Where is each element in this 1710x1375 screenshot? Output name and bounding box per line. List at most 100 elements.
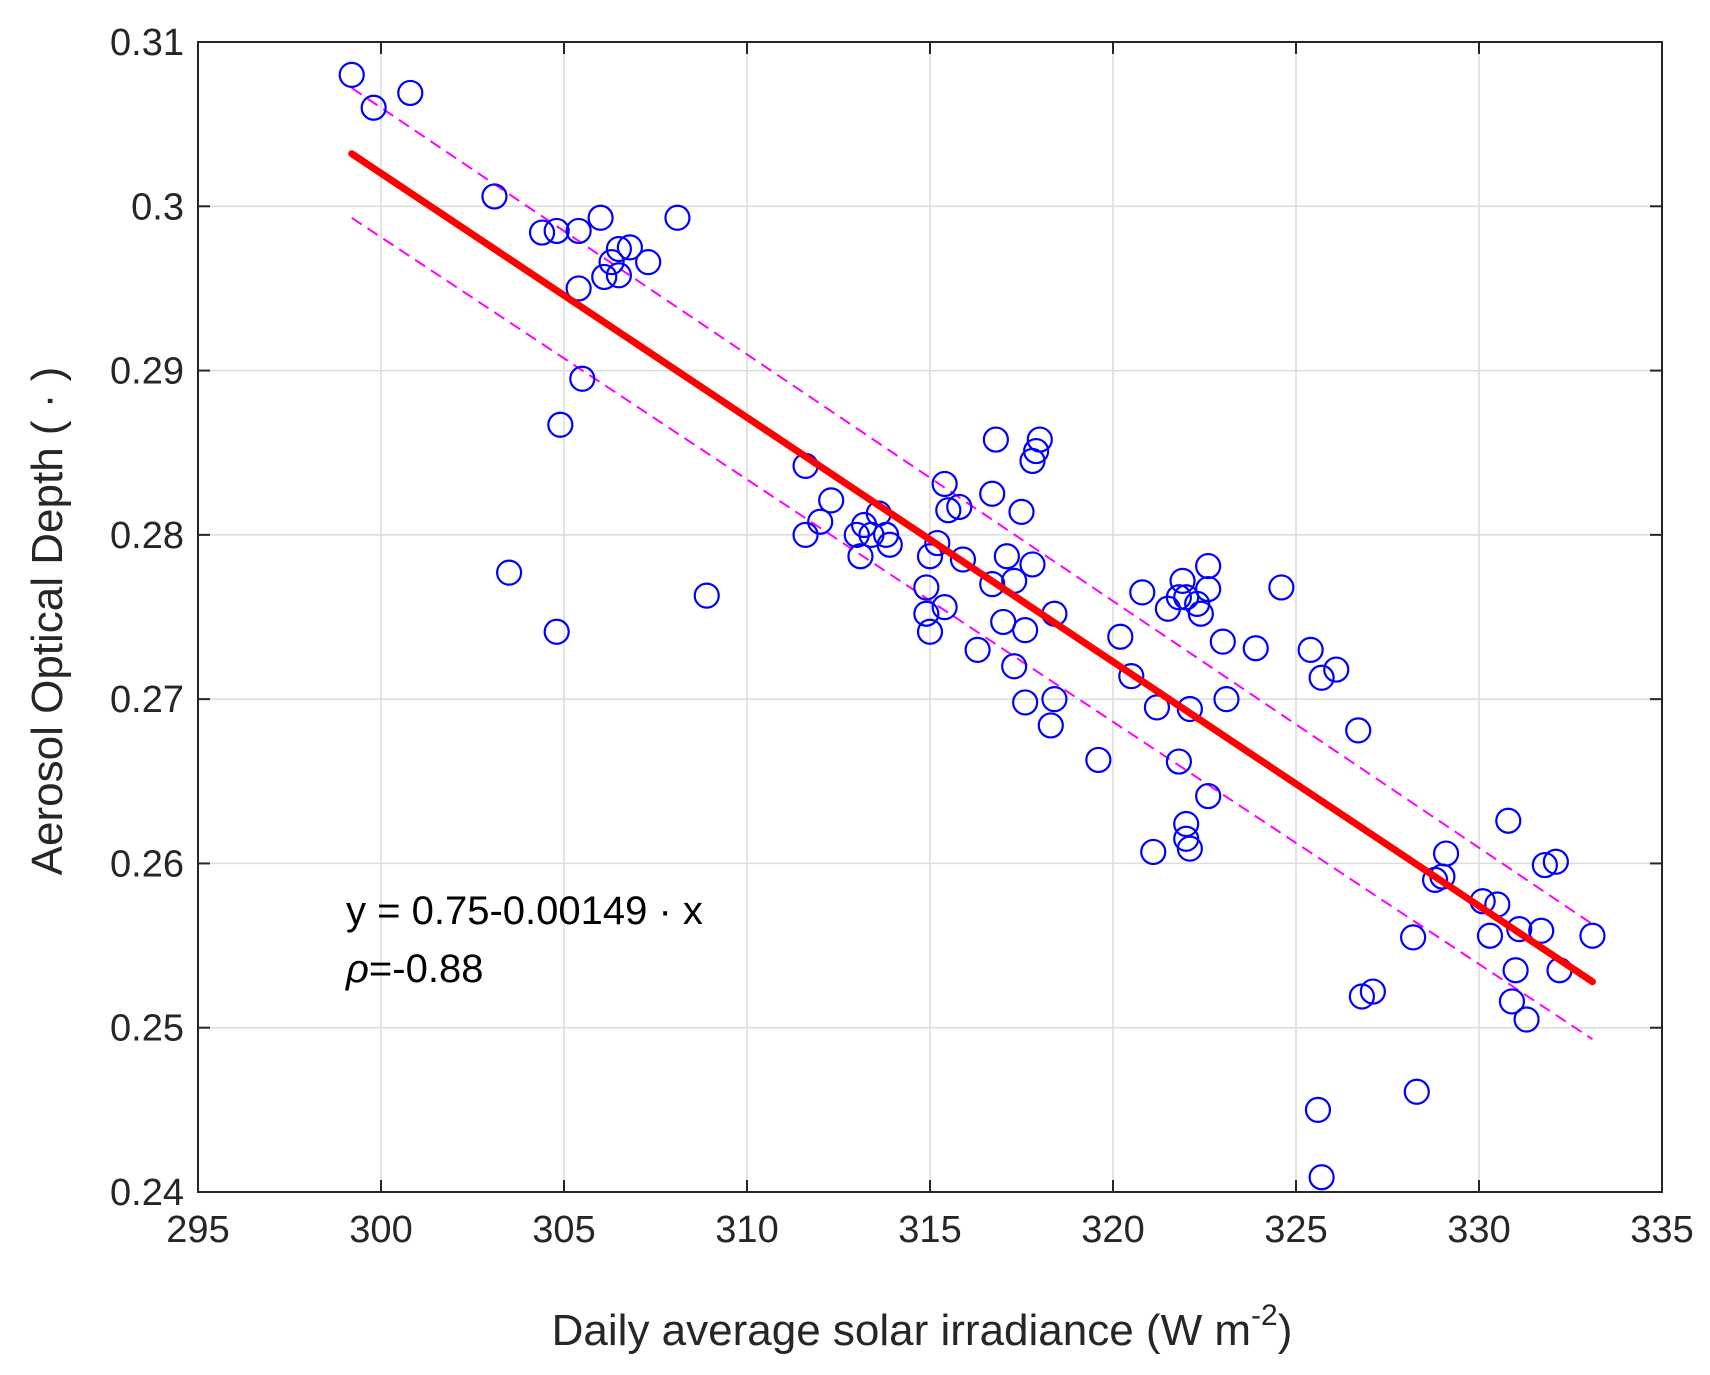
data-point [543, 217, 570, 245]
data-point [1242, 635, 1269, 662]
data-point [1513, 1006, 1540, 1033]
data-point [1140, 838, 1167, 866]
y-tick-label: 0.26 [110, 843, 184, 885]
y-tick-label: 0.24 [110, 1172, 184, 1214]
data-point [1195, 782, 1222, 810]
data-point [916, 618, 944, 645]
data-point [818, 487, 845, 514]
plot-frame [197, 41, 1663, 1193]
data-point [946, 493, 973, 521]
data-point [338, 61, 365, 88]
data-point [1268, 574, 1295, 601]
data-point [1400, 924, 1427, 951]
correlation-annotation: ρ=-0.88 [345, 947, 483, 991]
y-tick-label: 0.28 [110, 515, 184, 557]
data-point [565, 217, 592, 245]
data-point [935, 497, 962, 524]
data-point [993, 543, 1020, 570]
x-tick-label: 300 [349, 1209, 412, 1251]
data-point [1019, 551, 1046, 578]
data-point [605, 262, 633, 289]
data-point [481, 183, 508, 210]
x-tick-labels: 295 300 305 310 315 320 325 330 335 [166, 1209, 1693, 1251]
data-point [913, 600, 940, 627]
data-point [1041, 686, 1068, 713]
x-tick-label: 315 [898, 1209, 961, 1251]
x-axis-label-superscript: -2 [1251, 1299, 1278, 1332]
y-tick-labels: 0.24 0.25 0.26 0.27 0.28 0.29 0.3 0.31 [110, 22, 184, 1214]
data-point [1008, 498, 1035, 525]
data-point [1528, 917, 1555, 944]
data-point [569, 365, 596, 392]
data-point [587, 204, 614, 231]
data-point [979, 571, 1006, 598]
data-point [543, 618, 570, 645]
data-point [1129, 579, 1156, 606]
y-tick-label: 0.3 [131, 186, 184, 228]
y-tick-label: 0.31 [110, 22, 184, 64]
x-tick-label: 310 [715, 1209, 778, 1251]
data-point [1542, 848, 1569, 875]
data-point [1359, 978, 1386, 1005]
data-point [1323, 656, 1350, 683]
data-point [1001, 653, 1028, 680]
data-point [496, 559, 523, 586]
data-point [635, 249, 662, 276]
data-point [1213, 686, 1240, 713]
y-tick-label: 0.29 [110, 351, 184, 393]
data-point [1476, 922, 1504, 949]
data-point [1037, 712, 1064, 739]
equation-annotation: y = 0.75-0.00149 · x [346, 889, 703, 933]
data-point [931, 470, 958, 498]
x-tick-label: 325 [1264, 1209, 1327, 1251]
data-point [1107, 623, 1134, 650]
data-point [1187, 600, 1214, 627]
data-point [1531, 851, 1558, 879]
data-point [547, 411, 574, 438]
data-point [1304, 1096, 1332, 1123]
data-point [1506, 916, 1533, 943]
rho-symbol: ρ [345, 947, 369, 991]
data-point [1012, 617, 1039, 644]
data-point [616, 234, 643, 261]
data-point [807, 508, 834, 535]
data-point [1403, 1078, 1430, 1105]
data-point [1012, 689, 1039, 716]
regression-line [348, 150, 1596, 986]
data-point [1169, 567, 1196, 594]
data-point [1297, 636, 1324, 663]
data-point [397, 79, 424, 107]
data-point [1195, 575, 1222, 603]
data-point [916, 543, 944, 570]
data-point [1308, 664, 1335, 691]
data-point [949, 546, 977, 573]
data-point [1345, 717, 1372, 744]
data-point [1165, 748, 1192, 775]
data-point [1495, 807, 1522, 834]
data-point [847, 543, 874, 570]
data-point [1085, 746, 1112, 774]
data-point [1579, 922, 1606, 949]
data-point [1118, 663, 1145, 690]
x-tick-label: 295 [166, 1209, 229, 1251]
x-axis-label: Daily average solar irradiance (W m-2) [552, 1299, 1293, 1355]
data-point [598, 249, 625, 276]
data-point [1432, 840, 1460, 867]
data-point [913, 574, 940, 601]
x-axis-label-text: Daily average solar irradiance (W m [552, 1306, 1251, 1355]
data-point [693, 582, 720, 609]
data-point [1165, 584, 1192, 611]
data-point [1209, 628, 1236, 655]
rho-value: =-0.88 [369, 947, 484, 991]
x-tick-label: 330 [1447, 1209, 1510, 1251]
data-point [528, 219, 556, 246]
y-tick-label: 0.25 [110, 1008, 184, 1050]
x-tick-label: 320 [1081, 1209, 1144, 1251]
x-axis-label-close: ) [1278, 1306, 1293, 1355]
x-tick-label: 335 [1630, 1209, 1693, 1251]
data-point [565, 275, 592, 302]
data-point [591, 263, 618, 291]
data-point [1502, 957, 1529, 984]
y-axis-label: Aerosol Optical Depth ( · ) [23, 367, 72, 876]
